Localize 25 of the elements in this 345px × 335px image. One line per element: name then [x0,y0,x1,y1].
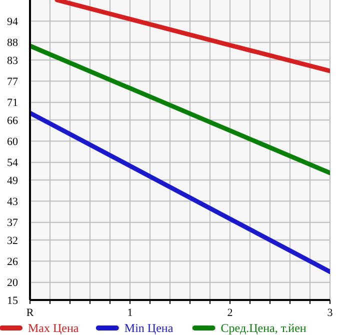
y-tick-label: 88 [7,37,18,50]
y-tick-label: 32 [7,234,18,247]
y-tick-label: 15 [7,294,18,307]
y-tick-label: 26 [7,256,18,268]
x-tick-label: 2 [227,307,233,319]
line-series [30,110,330,274]
legend-label: Сред.Цена, т.йен [220,321,307,335]
x-tick-label: R [26,307,34,319]
y-tick-label: 60 [7,136,18,148]
legend-label: Max Цена [28,321,80,335]
y-tick-label: 49 [7,174,18,187]
line-series [30,44,330,176]
y-tick-label: 77 [7,76,18,88]
y-tick-label: 94 [7,16,18,28]
y-tick-label: 54 [7,157,18,170]
y-tick-label: 66 [7,114,18,127]
y-tick-label: 71 [7,97,18,110]
y-tick-label: 83 [7,54,18,67]
legend-label: Min Цена [124,321,174,335]
x-tick-label: 1 [127,307,133,319]
line-series [54,0,330,74]
y-tick-label: 20 [7,277,18,290]
y-tick-label: 43 [7,196,18,208]
y-tick-label: 37 [7,217,18,230]
x-tick-label: 3 [327,307,334,319]
